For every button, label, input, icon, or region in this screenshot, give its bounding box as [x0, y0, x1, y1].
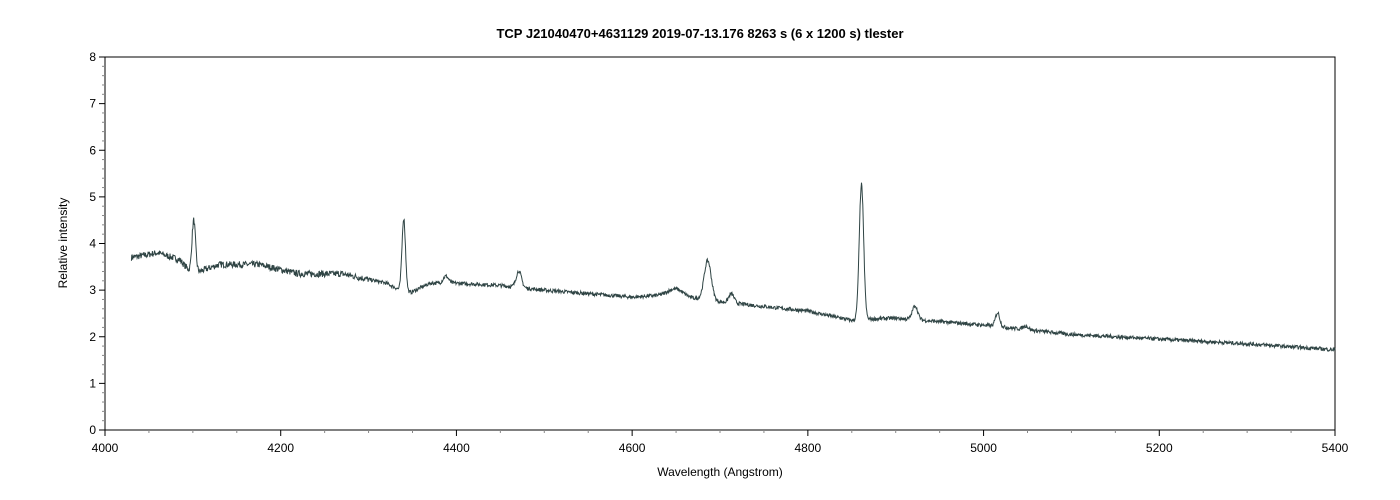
x-tick-label: 4600 [619, 441, 646, 455]
x-tick-label: 4800 [795, 441, 822, 455]
x-tick-label: 4000 [92, 441, 119, 455]
plot-area [104, 56, 1336, 431]
spectrum-line [130, 182, 1336, 352]
x-tick-label: 5200 [1146, 441, 1173, 455]
y-tick-label: 5 [89, 190, 96, 204]
y-tick-label: 8 [89, 50, 96, 64]
x-tick-label: 5000 [970, 441, 997, 455]
x-axis-label: Wavelength (Angstrom) [657, 465, 783, 479]
x-tick-label: 5400 [1322, 441, 1349, 455]
y-tick-label: 7 [89, 97, 96, 111]
x-tick-label: 4200 [267, 441, 294, 455]
y-tick-label: 4 [89, 237, 96, 251]
y-tick-label: 2 [89, 330, 96, 344]
chart-title: TCP J21040470+4631129 2019-07-13.176 826… [496, 26, 903, 41]
y-axis-label: Relative intensity [56, 198, 70, 289]
y-tick-label: 0 [89, 423, 96, 437]
y-tick-label: 3 [89, 283, 96, 297]
x-tick-label: 4400 [443, 441, 470, 455]
y-tick-label: 1 [89, 376, 96, 390]
y-tick-label: 6 [89, 143, 96, 157]
